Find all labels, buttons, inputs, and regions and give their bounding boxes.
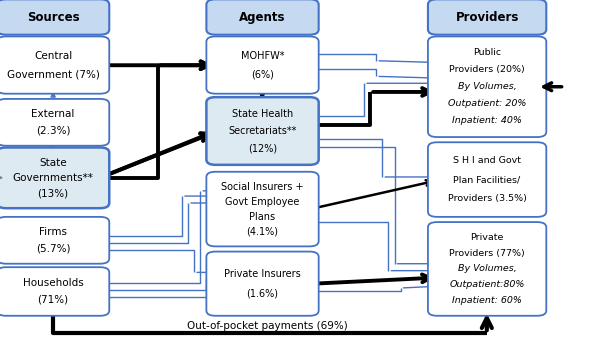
FancyBboxPatch shape bbox=[428, 142, 546, 217]
FancyBboxPatch shape bbox=[0, 0, 109, 35]
Text: Govt Employee: Govt Employee bbox=[225, 197, 300, 206]
Text: Secretariats**: Secretariats** bbox=[228, 126, 297, 136]
Text: MOHFW*: MOHFW* bbox=[241, 51, 284, 60]
Text: Sources: Sources bbox=[27, 10, 80, 24]
Text: Outpatient:80%: Outpatient:80% bbox=[449, 280, 525, 289]
FancyBboxPatch shape bbox=[0, 36, 109, 94]
Text: Private: Private bbox=[470, 233, 504, 242]
Text: S H I and Govt: S H I and Govt bbox=[453, 156, 521, 165]
Text: By Volumes,: By Volumes, bbox=[458, 82, 517, 91]
FancyBboxPatch shape bbox=[0, 147, 109, 208]
Text: (1.6%): (1.6%) bbox=[246, 288, 279, 298]
Text: Plans: Plans bbox=[249, 212, 276, 221]
Text: Government (7%): Government (7%) bbox=[7, 70, 100, 79]
Text: Providers: Providers bbox=[455, 10, 519, 24]
Text: (13%): (13%) bbox=[38, 188, 69, 198]
Text: Public: Public bbox=[473, 48, 501, 57]
Text: Social Insurers +: Social Insurers + bbox=[222, 182, 304, 192]
FancyBboxPatch shape bbox=[428, 0, 546, 35]
Text: Governments**: Governments** bbox=[13, 173, 93, 183]
Text: Providers (20%): Providers (20%) bbox=[449, 65, 525, 74]
Text: State: State bbox=[39, 158, 67, 168]
Text: Firms: Firms bbox=[39, 227, 67, 237]
FancyBboxPatch shape bbox=[206, 36, 319, 94]
Text: Agents: Agents bbox=[239, 10, 286, 24]
FancyBboxPatch shape bbox=[206, 252, 319, 316]
Text: (71%): (71%) bbox=[38, 295, 69, 305]
Text: Providers (77%): Providers (77%) bbox=[449, 249, 525, 258]
Text: State Health: State Health bbox=[232, 109, 293, 119]
Text: (2.3%): (2.3%) bbox=[36, 125, 70, 135]
Text: (5.7%): (5.7%) bbox=[36, 243, 70, 253]
Text: External: External bbox=[32, 109, 75, 119]
FancyBboxPatch shape bbox=[0, 217, 109, 264]
FancyBboxPatch shape bbox=[206, 0, 319, 35]
Text: Plan Facilities/: Plan Facilities/ bbox=[453, 175, 521, 184]
Text: (4.1%): (4.1%) bbox=[246, 227, 279, 236]
FancyBboxPatch shape bbox=[0, 99, 109, 146]
Text: Central: Central bbox=[34, 51, 72, 60]
Text: (12%): (12%) bbox=[248, 143, 277, 153]
FancyBboxPatch shape bbox=[428, 36, 546, 137]
FancyBboxPatch shape bbox=[206, 172, 319, 246]
Text: Private Insurers: Private Insurers bbox=[224, 269, 301, 279]
Text: Inpatient: 40%: Inpatient: 40% bbox=[452, 116, 522, 125]
Text: Inpatient: 60%: Inpatient: 60% bbox=[452, 296, 522, 305]
Text: Out-of-pocket payments (69%): Out-of-pocket payments (69%) bbox=[187, 321, 347, 331]
FancyBboxPatch shape bbox=[0, 267, 109, 316]
Text: Outpatient: 20%: Outpatient: 20% bbox=[448, 99, 526, 108]
Text: Providers (3.5%): Providers (3.5%) bbox=[448, 194, 526, 203]
Text: Households: Households bbox=[22, 278, 84, 288]
FancyBboxPatch shape bbox=[206, 97, 319, 165]
Text: By Volumes,: By Volumes, bbox=[458, 264, 517, 273]
Text: (6%): (6%) bbox=[251, 70, 274, 79]
FancyBboxPatch shape bbox=[428, 222, 546, 316]
